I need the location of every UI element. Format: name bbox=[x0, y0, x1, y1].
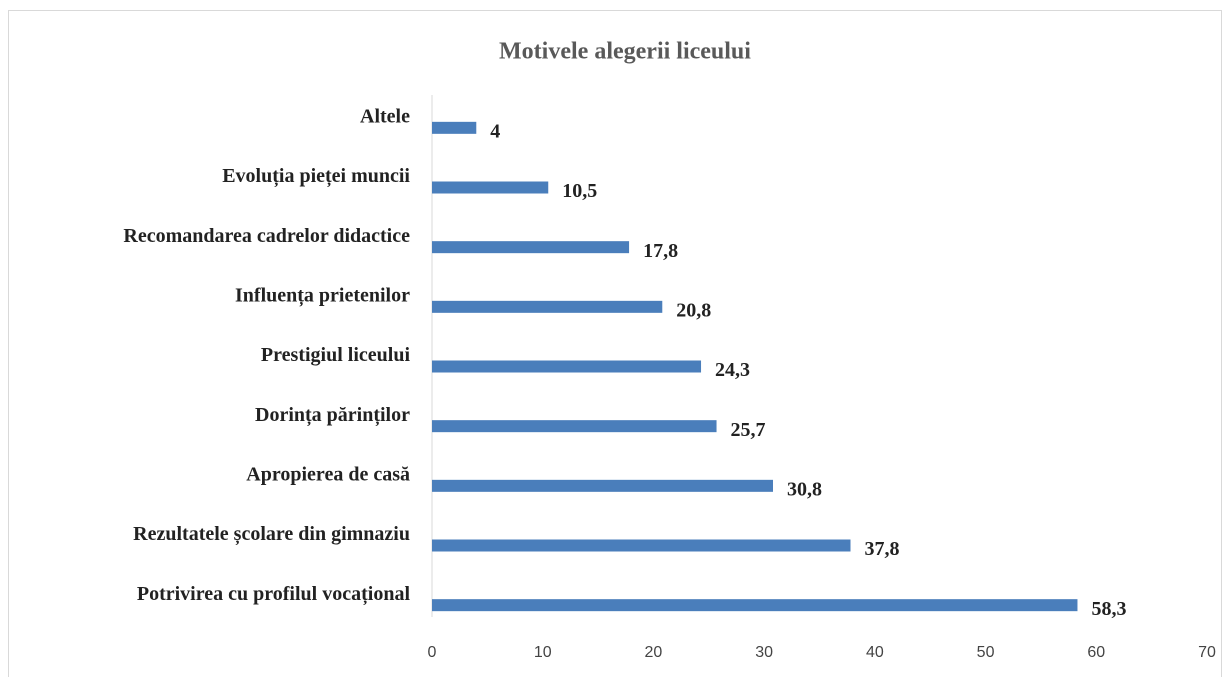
x-tick-label: 30 bbox=[755, 644, 773, 661]
x-tick-label: 60 bbox=[1087, 644, 1105, 661]
value-label: 25,7 bbox=[731, 419, 766, 441]
x-tick-label: 70 bbox=[1198, 644, 1216, 661]
x-tick-label: 20 bbox=[645, 644, 663, 661]
category-label: Prestigiul liceului bbox=[261, 344, 411, 366]
bar bbox=[432, 181, 549, 194]
category-label: Apropierea de casă bbox=[246, 463, 410, 485]
x-tick-label: 40 bbox=[866, 644, 884, 661]
x-tick-label: 50 bbox=[977, 644, 995, 661]
category-label: Recomandarea cadrelor didactice bbox=[123, 225, 410, 247]
value-label: 24,3 bbox=[715, 359, 750, 381]
value-label: 4 bbox=[490, 120, 500, 142]
value-label: 10,5 bbox=[562, 180, 597, 202]
bar bbox=[432, 539, 851, 552]
category-label: Altele bbox=[360, 105, 410, 127]
chart-border bbox=[8, 10, 1222, 677]
category-label: Dorința părinților bbox=[255, 404, 410, 427]
x-tick-label: 0 bbox=[428, 644, 437, 661]
bar bbox=[432, 479, 773, 492]
value-label: 20,8 bbox=[676, 299, 711, 321]
category-label: Rezultatele școlare din gimnaziu bbox=[133, 523, 410, 546]
category-label: Potrivirea cu profilul vocațional bbox=[137, 583, 411, 606]
value-label: 58,3 bbox=[1091, 598, 1126, 620]
bar bbox=[432, 300, 663, 313]
bar bbox=[432, 241, 630, 254]
bar bbox=[432, 360, 702, 373]
category-label: Evoluția pieței muncii bbox=[222, 165, 410, 188]
chart-title: Motivele alegerii liceului bbox=[499, 39, 751, 65]
value-label: 17,8 bbox=[643, 240, 678, 262]
category-label: Influența prietenilor bbox=[235, 284, 410, 307]
bar bbox=[432, 420, 717, 433]
bar bbox=[432, 599, 1078, 612]
value-label: 37,8 bbox=[865, 538, 900, 560]
x-tick-label: 10 bbox=[534, 644, 552, 661]
value-label: 30,8 bbox=[787, 478, 822, 500]
bar bbox=[432, 121, 477, 134]
